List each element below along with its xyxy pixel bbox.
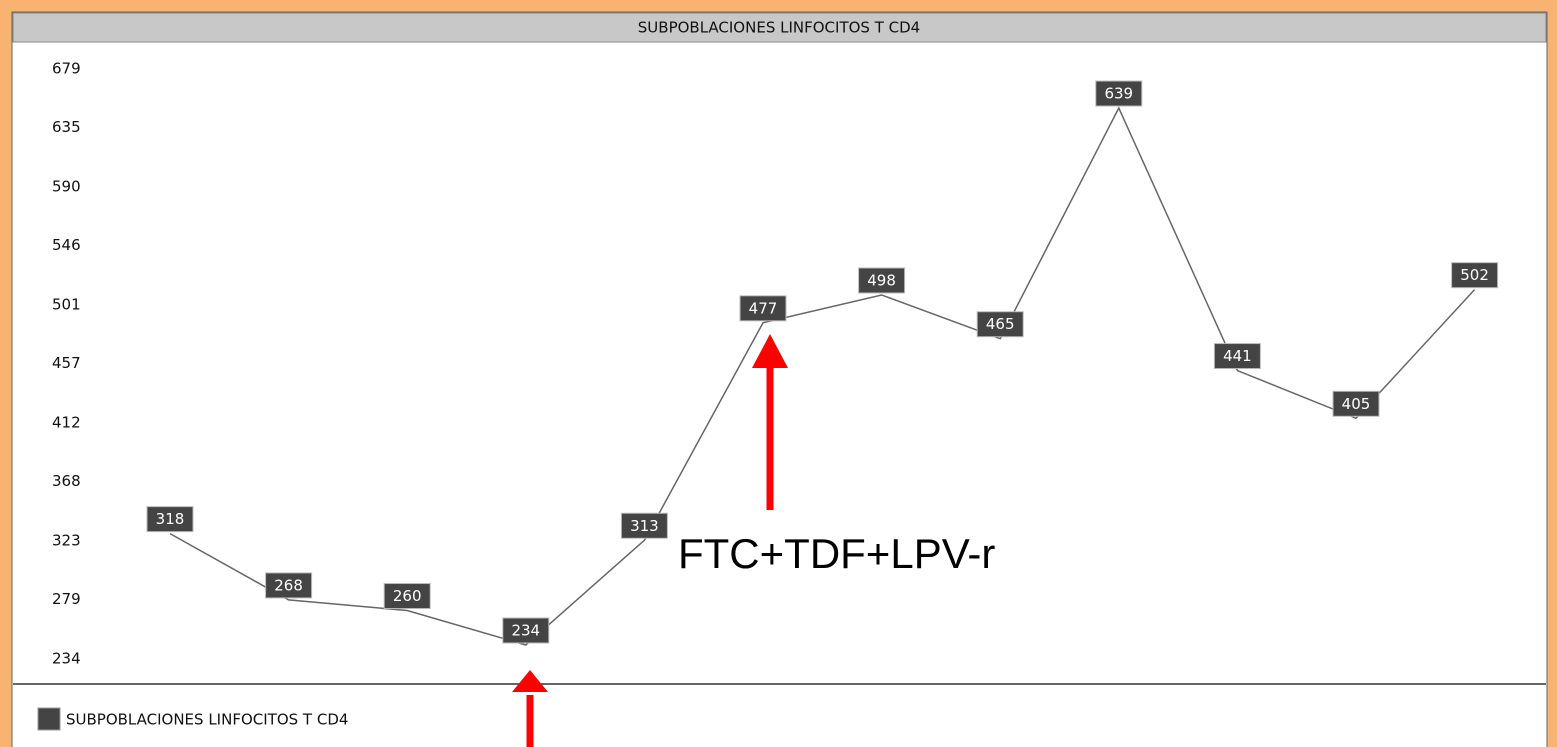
y-tick-label: 546	[52, 236, 81, 254]
value-label: 477	[749, 299, 778, 317]
arrow-head	[512, 670, 548, 692]
chart-title: SUBPOBLACIONES LINFOCITOS T CD4	[638, 19, 920, 37]
value-label-box	[858, 267, 906, 294]
value-label: 441	[1223, 347, 1252, 365]
value-label: 313	[630, 517, 659, 535]
value-label-box	[1095, 80, 1143, 107]
annotation: FTC+TDF+LPV-r	[678, 530, 995, 577]
y-tick-label: 501	[52, 296, 81, 314]
y-tick-label: 279	[52, 590, 81, 608]
panel	[11, 11, 1548, 747]
value-label-box	[383, 583, 431, 610]
arrow-head	[752, 334, 788, 368]
value-label: 465	[986, 315, 1015, 333]
value-label: 234	[511, 622, 540, 640]
value-label-box	[1451, 262, 1499, 289]
legend-swatch	[37, 707, 61, 731]
y-tick-label: 590	[52, 178, 81, 196]
value-label-box	[620, 512, 668, 539]
value-label-box	[1213, 343, 1261, 370]
value-label: 639	[1104, 85, 1133, 103]
value-label-box	[502, 617, 550, 644]
value-label: 268	[274, 576, 303, 594]
value-label-box	[1332, 390, 1380, 417]
title-bar	[12, 12, 1547, 43]
y-tick-label: 412	[52, 414, 81, 432]
y-tick-label: 323	[52, 532, 81, 550]
value-label-box	[739, 295, 787, 322]
y-tick-label: 368	[52, 472, 81, 490]
value-label: 405	[1342, 395, 1371, 413]
value-label-box	[265, 572, 313, 599]
legend-label: SUBPOBLACIONES LINFOCITOS T CD4	[66, 711, 348, 729]
y-tick-label: 234	[52, 650, 81, 668]
y-tick-label: 679	[52, 60, 81, 78]
value-label: 498	[867, 271, 896, 289]
value-label: 502	[1460, 266, 1489, 284]
value-label: 260	[393, 587, 422, 605]
y-tick-label: 457	[52, 354, 81, 372]
value-label: 318	[156, 510, 185, 528]
value-label-box	[976, 311, 1024, 338]
value-label-box	[146, 506, 194, 533]
y-tick-label: 635	[52, 118, 81, 136]
